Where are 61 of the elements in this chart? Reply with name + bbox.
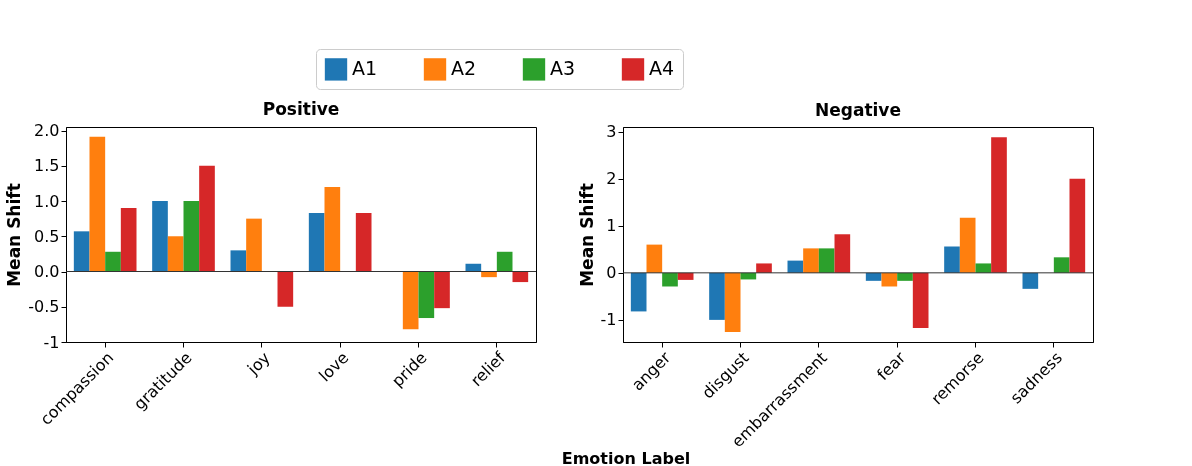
bar [881,272,898,287]
bar [959,217,976,273]
y-tick-label: -1 [43,332,60,352]
bar [818,248,835,273]
bar [308,213,325,272]
y-tick-label: 2.0 [34,121,60,141]
y-tick-label: -0.5 [28,297,60,317]
y-tick-label: 1.0 [34,191,60,211]
bar [246,218,262,272]
bar [418,271,435,319]
chart-title: Negative [815,99,901,120]
y-tick-label: -1 [600,310,617,330]
x-axis-title: Emotion Label [561,449,691,466]
bar [277,271,294,307]
bar [183,201,200,272]
bar [912,272,929,328]
legend-label: A2 [451,57,477,80]
bar [324,186,341,272]
bar [89,136,106,272]
y-axis-title: Mean Shift [576,183,597,287]
bar [646,244,663,273]
bar [512,271,529,283]
legend-label: A3 [550,57,576,80]
bar [496,251,513,272]
bar [120,208,137,272]
bar [991,137,1007,273]
bar [152,201,168,272]
bar [105,251,121,272]
bar [1053,257,1070,273]
bar [803,248,819,273]
y-tick-label: 2 [606,169,617,189]
bar [709,272,725,320]
y-tick-label: 0 [606,263,617,283]
legend-label: A1 [352,57,378,80]
bar [724,272,741,333]
bar [756,263,772,273]
bar [355,213,372,272]
bar [230,250,247,272]
legend-label: A4 [649,57,675,80]
bar [897,272,913,281]
bar [73,231,90,272]
y-tick-label: 1 [606,216,617,236]
y-tick-label: 1.5 [34,156,60,176]
bar [167,236,184,272]
bar [199,165,215,272]
bar [944,246,960,273]
bar [1069,178,1086,273]
y-tick-label: 3 [606,122,617,142]
bar [662,272,678,287]
bar [1022,272,1039,289]
bar [677,272,694,280]
chart-title: Positive [262,98,340,119]
bar [402,271,419,330]
x-tick-label: joy [242,348,274,379]
bar [434,271,450,309]
y-tick-label: 0.0 [34,262,60,282]
y-tick-label: 0.5 [34,226,60,246]
bar [834,234,851,273]
bar [630,272,647,312]
bar [865,272,882,281]
y-axis-title: Mean Shift [4,183,25,287]
